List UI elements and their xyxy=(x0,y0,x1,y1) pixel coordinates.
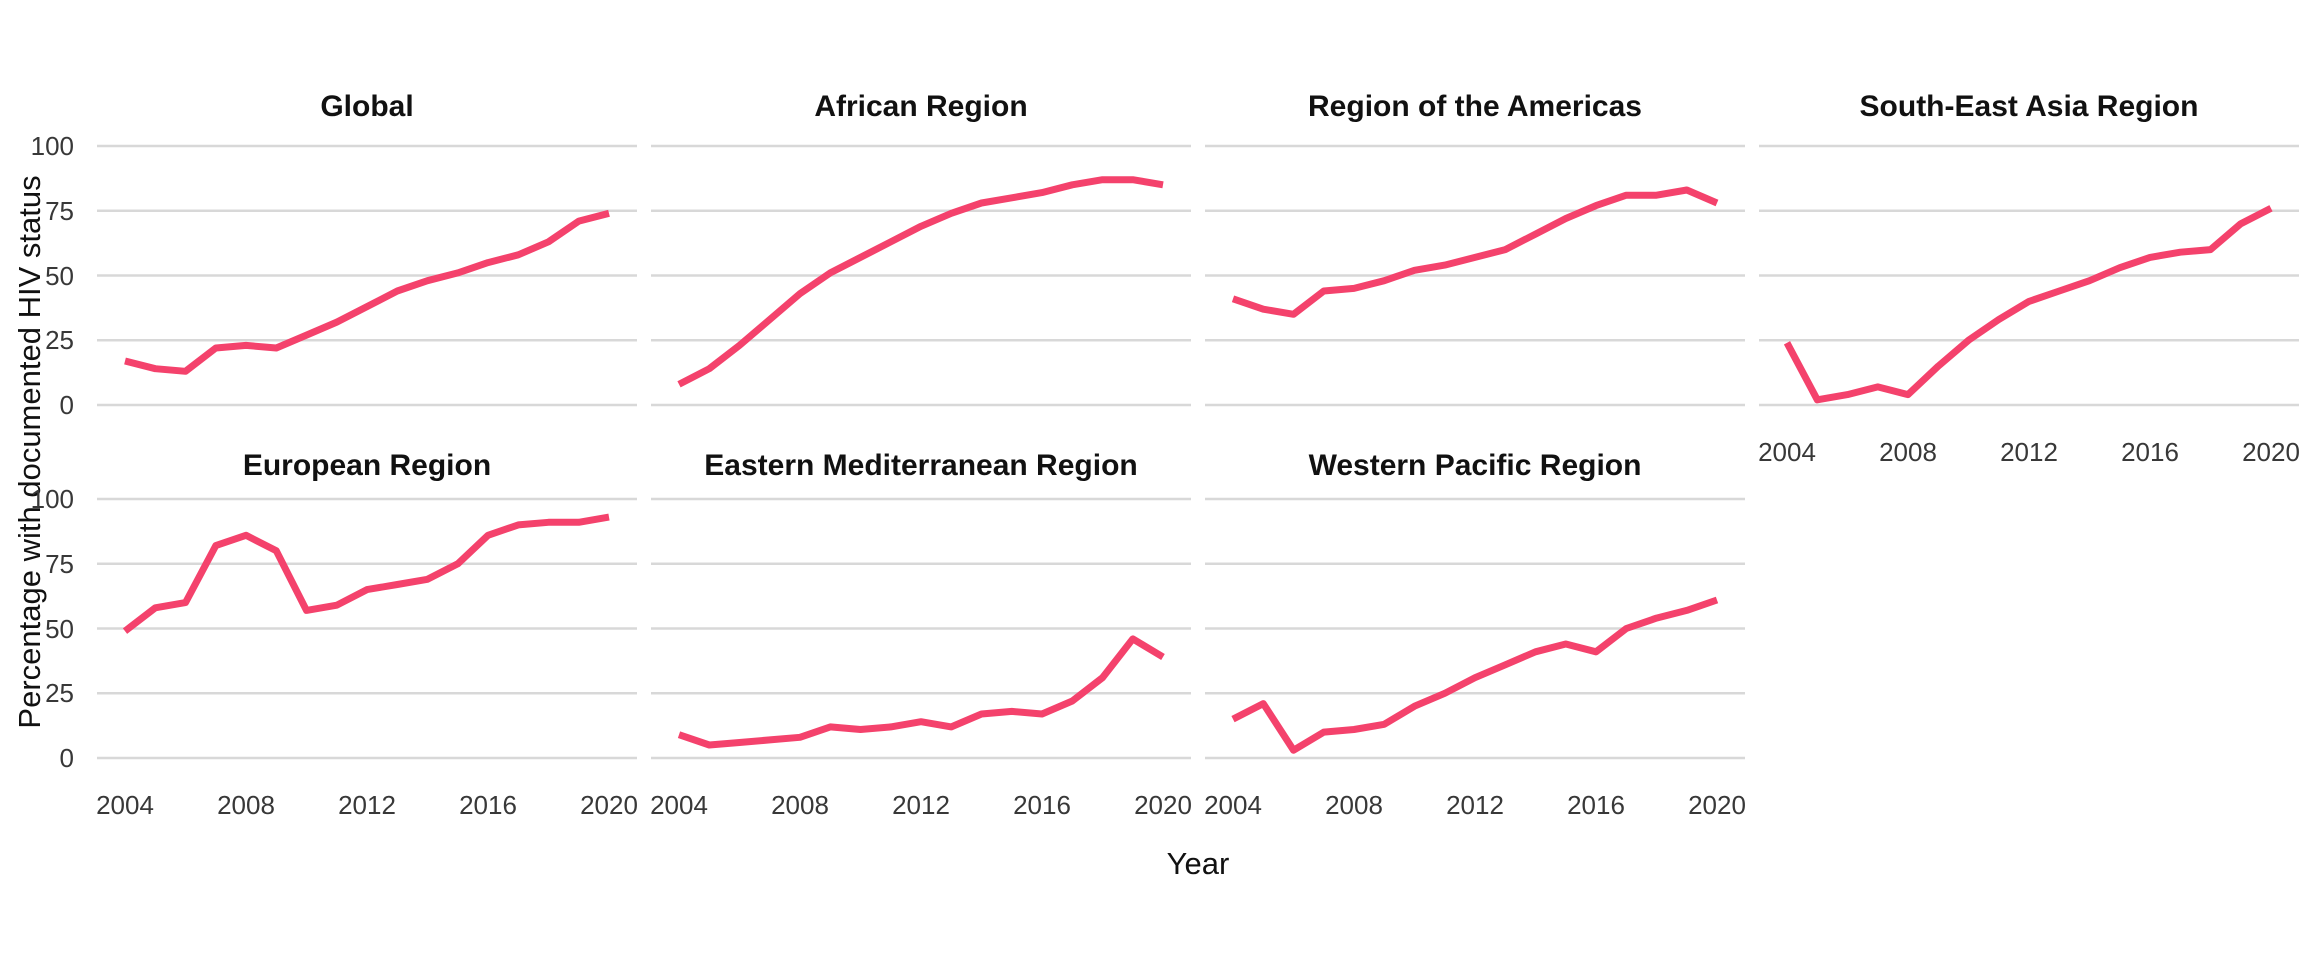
x-tick-label: 2020 xyxy=(1688,790,1746,820)
y-tick-label: 0 xyxy=(59,743,74,773)
x-tick-label: 2004 xyxy=(650,790,708,820)
facet-title: South-East Asia Region xyxy=(1859,90,2199,123)
x-tick-label: 2004 xyxy=(96,790,154,820)
y-tick-label: 75 xyxy=(45,548,74,579)
x-tick-label: 2012 xyxy=(2000,437,2058,467)
x-tick-label: 2008 xyxy=(1879,437,1937,467)
y-tick-label: 50 xyxy=(45,613,74,644)
x-tick-label: 2016 xyxy=(1013,790,1071,820)
x-tick-label: 2012 xyxy=(892,790,950,820)
y-tick-label: 75 xyxy=(45,195,74,226)
x-tick-label: 2012 xyxy=(1446,790,1504,820)
trend-line xyxy=(1231,596,1719,754)
x-tick-label: 2004 xyxy=(1204,790,1262,820)
y-tick-label: 100 xyxy=(30,131,74,161)
y-axis-title: Percentage with documented HIV status xyxy=(12,175,47,729)
trend-line xyxy=(1231,186,1719,318)
x-tick-label: 2016 xyxy=(459,790,517,820)
trend-line xyxy=(122,513,610,634)
y-tick-label: 100 xyxy=(30,484,74,514)
facet-plot xyxy=(1205,497,1745,760)
y-tick-label: 50 xyxy=(45,260,74,291)
trend-line xyxy=(124,209,610,375)
x-tick-label: 2020 xyxy=(580,790,638,820)
facet-title: European Region xyxy=(242,449,492,482)
trend-line xyxy=(677,635,1165,749)
x-tick-label: 2016 xyxy=(1567,790,1625,820)
facet-plot xyxy=(97,497,637,760)
x-tick-label: 2008 xyxy=(1325,790,1383,820)
facet-title: African Region xyxy=(814,90,1028,123)
x-tick-label: 2020 xyxy=(2242,437,2300,467)
x-tick-label: 2004 xyxy=(1758,437,1816,467)
y-tick-label: 25 xyxy=(45,678,74,709)
facet-title: Global xyxy=(320,90,414,123)
facet-plot xyxy=(97,144,637,407)
y-tick-label: 0 xyxy=(59,390,74,420)
x-tick-label: 2016 xyxy=(2121,437,2179,467)
facet-plot xyxy=(1759,144,2299,407)
facet-title: Western Pacific Region xyxy=(1308,449,1642,482)
x-tick-label: 2020 xyxy=(1134,790,1192,820)
x-tick-label: 2012 xyxy=(338,790,396,820)
x-tick-label: 2008 xyxy=(217,790,275,820)
facet-title: Eastern Mediterranean Region xyxy=(704,449,1138,482)
x-tick-label: 2008 xyxy=(771,790,829,820)
facet-plot xyxy=(651,144,1191,407)
trend-line xyxy=(677,176,1164,388)
y-tick-label: 25 xyxy=(45,325,74,356)
facet-title: Region of the Americas xyxy=(1308,90,1642,123)
facet-plot xyxy=(1205,144,1745,407)
facet-plot xyxy=(651,497,1191,760)
trend-line xyxy=(1783,205,2273,404)
x-axis-title: Year xyxy=(1166,846,1230,881)
